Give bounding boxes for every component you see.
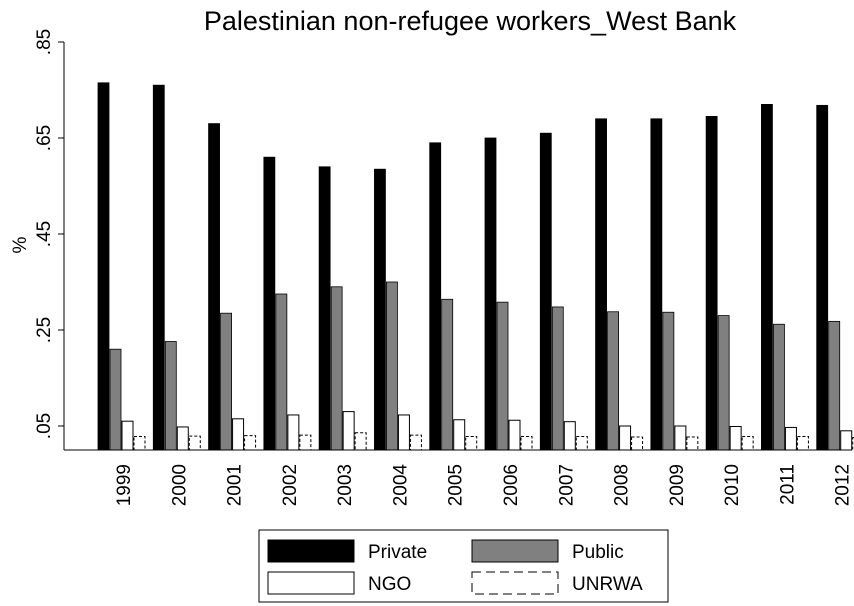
y-tick-label: .65	[34, 125, 55, 151]
bar-public	[386, 281, 398, 451]
legend-label-public: Public	[572, 542, 624, 563]
bar-ngo	[342, 411, 355, 451]
bar-unrwa	[686, 436, 699, 451]
bar-public	[496, 301, 509, 451]
bar-unrwa	[133, 436, 146, 451]
bar-private	[595, 118, 607, 451]
bar-private	[539, 132, 552, 451]
bar-private	[429, 142, 442, 451]
x-tick-label: 2005	[446, 464, 467, 506]
bar-private	[650, 118, 663, 451]
chart-title: Palestinian non-refugee workers_West Ban…	[204, 6, 737, 36]
x-tick-label: 2007	[556, 464, 577, 506]
bar-public	[220, 312, 232, 451]
bar-private	[97, 82, 110, 451]
bar-unrwa	[299, 434, 312, 451]
bar-unrwa	[465, 436, 478, 451]
bar-private	[208, 123, 220, 451]
x-tick-label: 2008	[612, 464, 633, 506]
y-axis: .05 .25 .45 .65 .85	[34, 29, 65, 450]
bar-unrwa	[796, 436, 809, 451]
bar-ngo	[674, 425, 687, 451]
bar-unrwa	[409, 434, 422, 451]
bar-ngo	[397, 414, 410, 451]
legend-swatch-private	[267, 539, 355, 563]
bar-public	[275, 293, 288, 451]
bar-private	[484, 137, 497, 451]
legend: Private Public NGO UNRWA	[258, 529, 669, 603]
x-tick-label: 2000	[169, 464, 190, 506]
bar-private	[263, 156, 276, 451]
legend-label-unrwa: UNRWA	[572, 574, 643, 595]
x-tick-label: 2010	[722, 464, 743, 506]
bar-public	[828, 320, 841, 451]
bar-public	[551, 306, 564, 451]
bar-ngo	[840, 430, 853, 451]
x-tick-label: 2006	[501, 464, 522, 506]
x-tick-label: 2012	[833, 464, 854, 506]
bar-ngo	[729, 425, 742, 451]
bar-private	[705, 116, 718, 451]
bar-unrwa	[631, 436, 644, 451]
x-tick-label: 2011	[777, 464, 798, 505]
legend-swatch-public	[471, 539, 559, 563]
bar-public	[717, 315, 730, 451]
x-tick-label: 2002	[280, 464, 301, 506]
bar-ngo	[784, 426, 797, 451]
bar-ngo	[508, 419, 521, 451]
legend-label-private: Private	[368, 542, 427, 563]
y-tick-label: .05	[34, 413, 55, 439]
bar-private	[152, 84, 165, 451]
bar-ngo	[176, 426, 189, 451]
x-tick-label: 1999	[114, 464, 135, 506]
bar-public	[773, 323, 785, 451]
y-axis-label: %	[10, 236, 31, 253]
legend-swatch-unrwa	[471, 571, 559, 595]
bar-public	[164, 341, 177, 451]
y-tick-label: .25	[34, 317, 55, 343]
legend-swatch-ngo	[267, 571, 355, 595]
bar-public	[607, 311, 619, 451]
bar-public	[662, 311, 675, 451]
bar-ngo	[563, 421, 576, 451]
bar-ngo	[287, 414, 300, 451]
bar-ngo	[453, 419, 466, 451]
bar-unrwa	[741, 436, 754, 451]
bar-unrwa	[188, 435, 201, 451]
bar-private	[374, 168, 386, 451]
bar-private	[816, 104, 829, 451]
legend-label-ngo: NGO	[368, 574, 411, 595]
y-tick-label: .85	[34, 29, 55, 55]
bar-unrwa	[575, 436, 588, 451]
x-tick-label: 2009	[667, 464, 688, 506]
bar-public	[330, 286, 343, 451]
x-axis: 1999 2000 2001 2002 2003 2004 2005 2006 2007 2008…	[64, 449, 854, 507]
bar-ngo	[619, 425, 632, 451]
bar-public	[441, 298, 454, 451]
bar-unrwa	[354, 432, 367, 451]
bar-unrwa	[244, 435, 257, 451]
bars	[97, 82, 854, 451]
bar-private	[318, 166, 331, 451]
x-tick-label: 2003	[335, 464, 356, 506]
y-tick-label: .45	[34, 221, 55, 247]
x-tick-label: 2004	[390, 464, 411, 507]
bar-private	[761, 104, 773, 451]
bar-ngo	[121, 420, 134, 451]
x-tick-label: 2001	[225, 464, 246, 506]
bar-unrwa	[520, 436, 533, 451]
bar-unrwa	[852, 437, 854, 451]
bar-public	[109, 348, 122, 451]
bar-ngo	[232, 418, 245, 451]
